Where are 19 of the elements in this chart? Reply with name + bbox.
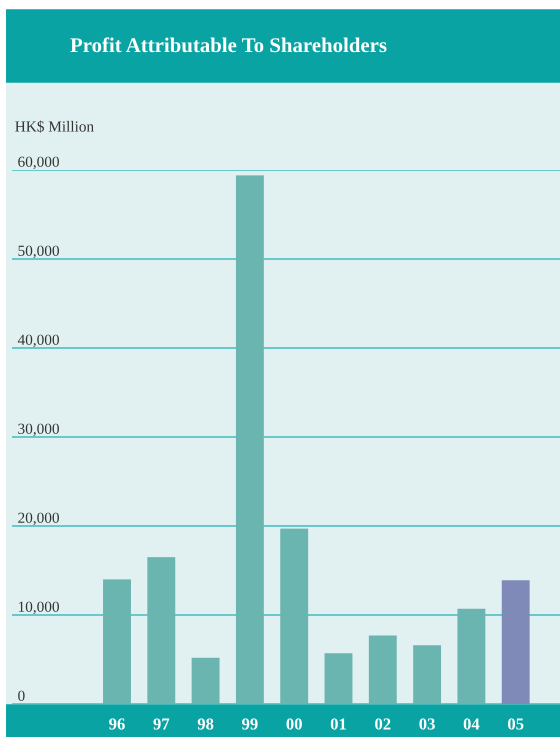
x-tick-label: 03	[419, 718, 435, 730]
x-tick-label: 00	[286, 718, 302, 730]
x-tick-label: 98	[198, 718, 214, 730]
y-tick-label: 20,000	[18, 512, 59, 526]
x-tick-label: 04	[464, 718, 480, 730]
x-tick-label: 05	[508, 718, 524, 730]
x-tick-label: 97	[153, 718, 170, 730]
y-tick-label: 30,000	[18, 424, 59, 436]
x-tick-label: 96	[109, 718, 125, 730]
y-tick-label: 40,000	[18, 334, 59, 348]
y-tick-label: 10,000	[18, 602, 59, 614]
y-tick-label: 60,000	[18, 156, 59, 170]
x-tick-label: 02	[375, 718, 390, 730]
y-tick-label: 0	[18, 690, 25, 701]
y-axis-title: HK$ Million	[15, 120, 94, 133]
y-tick-label: 50,000	[18, 246, 59, 258]
chart-title: Profit Attributable To Shareholders	[70, 37, 387, 52]
x-tick-label: 99	[242, 718, 258, 730]
x-tick-label: 01	[330, 718, 346, 730]
